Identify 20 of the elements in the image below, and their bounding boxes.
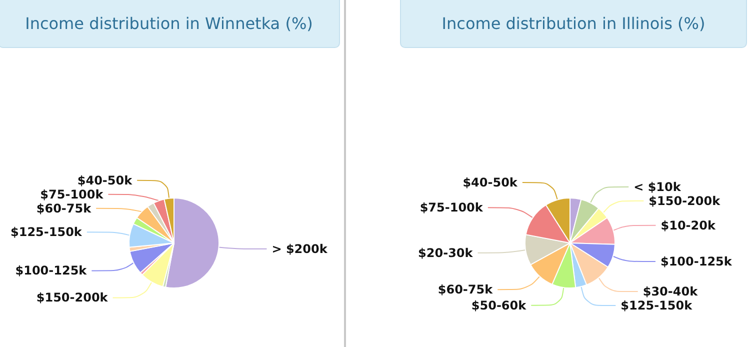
slice-label: $75-100k xyxy=(40,187,104,202)
chart-title: Income distribution in Winnetka (%) xyxy=(0,0,340,48)
slice-label: < $10k xyxy=(634,180,682,194)
slice-label: $60-75k xyxy=(36,201,92,216)
slice-label: $30-40k xyxy=(642,284,699,299)
slice-label: $125-150k xyxy=(620,298,694,313)
slice-label: $50-60k xyxy=(471,298,528,312)
slice-label: $100-125k xyxy=(660,254,733,269)
slice-label: $60-75k xyxy=(438,282,494,297)
slice-label: > $200k xyxy=(272,242,328,256)
slice-label: $100-125k xyxy=(15,264,88,278)
slice-label: $150-200k xyxy=(648,194,722,208)
slice-label: $10-20k xyxy=(660,218,716,232)
chart-title: Income distribution in Illinois (%) xyxy=(400,0,747,48)
slice-label: $40-50k xyxy=(462,176,518,190)
slice-label: $20-30k xyxy=(418,246,474,260)
slice-label: $40-50k xyxy=(77,173,134,188)
slice-label: $150-200k xyxy=(36,290,109,305)
slice-label: $125-150k xyxy=(10,225,83,240)
slice-label: $75-100k xyxy=(420,200,484,215)
